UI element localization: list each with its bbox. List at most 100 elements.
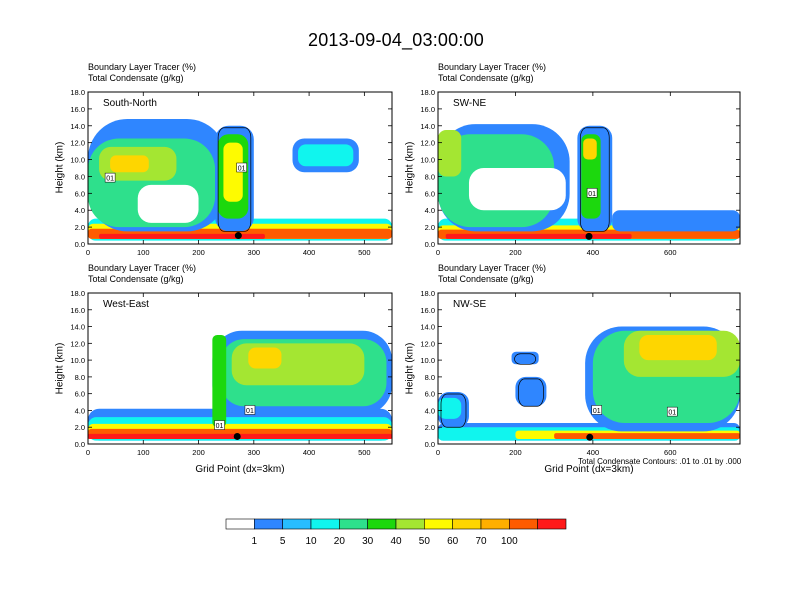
panel-name: South-North — [103, 98, 157, 109]
contour-label-box — [104, 172, 116, 183]
location-marker — [234, 232, 242, 240]
field-region — [110, 155, 149, 173]
y-tick-label: 12.0 — [70, 339, 85, 348]
x-tick-label: 200 — [192, 248, 205, 257]
y-tick-label: 10.0 — [70, 156, 85, 165]
contour-label: 01 — [246, 408, 254, 415]
location-marker — [585, 232, 593, 240]
field-0: 01 01 — [88, 92, 392, 244]
field-region — [639, 334, 717, 361]
x-tick-label: 200 — [509, 448, 522, 457]
contour-label: 01 — [216, 423, 224, 430]
panel-0: 01010.02.04.06.08.010.012.014.016.018.00… — [70, 88, 393, 257]
condensate-contour — [514, 353, 537, 365]
field-region — [438, 397, 462, 419]
field-region — [223, 142, 243, 202]
x-tick-label: 100 — [137, 448, 150, 457]
field-region — [583, 138, 597, 160]
x-tick-label: 400 — [587, 448, 600, 457]
panel-header-condensate: Total Condensate (g/kg) — [438, 274, 534, 284]
y-tick-label: 18.0 — [420, 289, 435, 298]
contour-label-box — [236, 162, 247, 173]
x-axis-label: Grid Point (dx=3km) — [195, 464, 285, 475]
field-region — [298, 144, 354, 167]
y-tick-label: 8.0 — [75, 172, 85, 181]
y-tick-label: 16.0 — [70, 306, 85, 315]
y-tick-label: 16.0 — [420, 306, 435, 315]
x-tick-label: 600 — [664, 248, 677, 257]
y-tick-label: 4.0 — [425, 206, 435, 215]
x-tick-label: 0 — [86, 248, 90, 257]
y-tick-label: 18.0 — [70, 88, 85, 97]
condensate-contour — [217, 127, 252, 232]
panel-frame — [87, 91, 393, 245]
y-tick-label: 4.0 — [425, 406, 435, 415]
y-tick-label: 18.0 — [70, 289, 85, 298]
panel-frame — [87, 292, 393, 445]
y-tick-label: 0.0 — [425, 240, 435, 249]
y-tick-label: 0.0 — [75, 440, 85, 449]
figure-title: 2013-09-04_03:00:00 — [308, 30, 484, 50]
y-tick-label: 4.0 — [75, 206, 85, 215]
field-region — [137, 184, 199, 223]
field-region — [248, 347, 282, 369]
field-region — [554, 433, 740, 439]
panel-header-tracer: Boundary Layer Tracer (%) — [88, 263, 197, 273]
x-tick-label: 0 — [436, 448, 440, 457]
field-region — [468, 168, 566, 211]
y-tick-label: 10.0 — [420, 356, 435, 365]
x-tick-label: 300 — [248, 248, 261, 257]
x-tick-label: 600 — [664, 448, 677, 457]
panel-header-tracer: Boundary Layer Tracer (%) — [438, 62, 547, 72]
y-tick-label: 12.0 — [420, 339, 435, 348]
condensate-contour — [518, 378, 544, 407]
panel-3: 01 010.02.04.06.08.010.012.014.016.018.00… — [420, 289, 741, 457]
y-tick-label: 12.0 — [70, 139, 85, 148]
x-tick-label: 500 — [358, 448, 371, 457]
panel-1: 01 0.0 2.0 4.0 6.0 8.0 10.0 12.0 14.0 16.0 18.0 0 20… — [420, 88, 741, 257]
panel-name: West-East — [103, 299, 149, 310]
location-marker — [233, 432, 241, 440]
contour-label-box — [586, 188, 598, 198]
location-marker — [586, 433, 594, 441]
y-tick-label: 14.0 — [420, 122, 435, 131]
y-tick-label: 14.0 — [70, 122, 85, 131]
x-tick-label: 0 — [86, 448, 90, 457]
field-region — [438, 130, 462, 177]
x-tick-label: 200 — [509, 248, 522, 257]
panel-header-condensate: Total Condensate (g/kg) — [88, 73, 184, 83]
y-tick-label: 6.0 — [425, 189, 435, 198]
y-tick-label: 0.0 — [75, 240, 85, 249]
x-tick-label: 300 — [248, 448, 261, 457]
x-tick-label: 200 — [192, 448, 205, 457]
panel-header-condensate: Total Condensate (g/kg) — [438, 73, 534, 83]
contour-label-box — [591, 405, 602, 415]
x-tick-label: 400 — [303, 448, 316, 457]
x-tick-label: 400 — [587, 248, 600, 257]
condensate-contour — [580, 127, 610, 232]
panel-header-tracer: Boundary Layer Tracer (%) — [88, 62, 197, 72]
contour-footnote: Total Condensate Contours: .01 to .01 by… — [578, 457, 742, 466]
y-tick-label: 14.0 — [70, 323, 85, 332]
y-tick-label: 2.0 — [75, 423, 85, 432]
y-axis-label: Height (km) — [404, 342, 416, 394]
panel-header-tracer: Boundary Layer Tracer (%) — [438, 263, 547, 273]
panel-name: NW-SE — [453, 299, 486, 310]
field-2: 01 01 — [88, 293, 392, 444]
field-region — [212, 334, 227, 428]
contour-label-box — [244, 405, 256, 415]
x-tick-label: 0 — [436, 248, 440, 257]
panel-frame — [437, 91, 741, 245]
contour-label: 01 — [588, 191, 596, 198]
panel-frame — [437, 292, 741, 445]
panel-name: SW-NE — [453, 98, 486, 109]
y-tick-label: 16.0 — [70, 105, 85, 114]
field-region — [99, 233, 265, 239]
y-tick-label: 6.0 — [425, 390, 435, 399]
x-tick-label: 100 — [137, 248, 150, 257]
field-1: 01 — [438, 92, 740, 244]
y-axis-label: Height (km) — [54, 342, 66, 394]
y-tick-label: 18.0 — [420, 88, 435, 97]
y-tick-label: 6.0 — [75, 189, 85, 198]
y-tick-label: 2.0 — [425, 423, 435, 432]
